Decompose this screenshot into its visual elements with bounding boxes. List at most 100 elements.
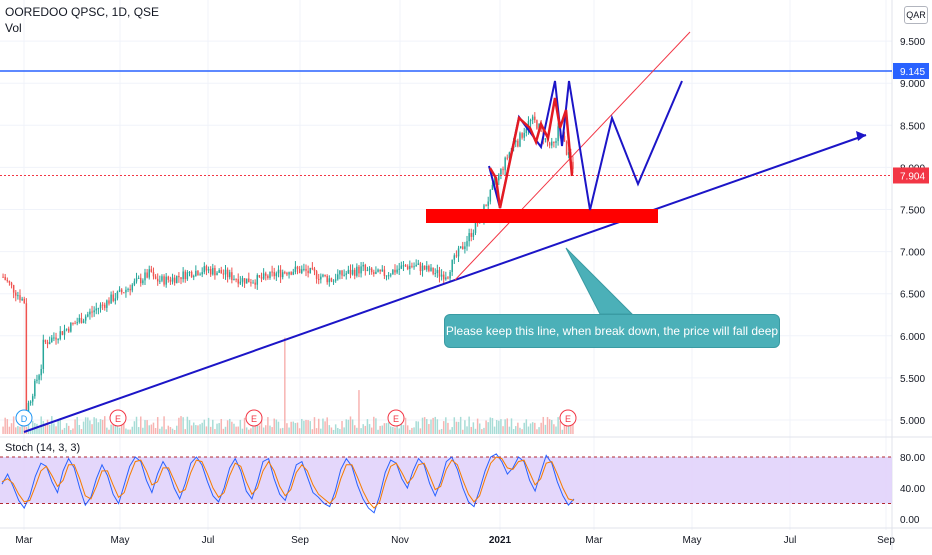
- candle-body: [398, 268, 400, 270]
- candle-body: [15, 292, 17, 296]
- volume-bar: [301, 418, 303, 434]
- volume-bar: [36, 423, 38, 434]
- candle-body: [254, 282, 256, 285]
- candle-body: [214, 267, 216, 276]
- candle-body: [330, 278, 333, 282]
- candle-body: [551, 141, 553, 146]
- currency-badge[interactable]: QAR: [904, 6, 928, 24]
- candle-body: [349, 269, 352, 275]
- volume-bar: [220, 418, 223, 434]
- volume-bar: [29, 428, 32, 434]
- volume-bar: [298, 428, 301, 434]
- volume-bar: [27, 420, 30, 434]
- volume-bar: [489, 417, 492, 434]
- candle-body: [428, 265, 430, 271]
- candle-body: [390, 274, 392, 276]
- candle-body: [377, 269, 379, 272]
- volume-bar: [313, 417, 316, 434]
- candle-body: [67, 328, 70, 332]
- volume-bar: [186, 416, 189, 434]
- candle-body: [61, 331, 64, 335]
- candle-body: [279, 269, 282, 278]
- volume-bar: [309, 421, 311, 434]
- candle-body: [218, 270, 220, 273]
- symbol-title: OOREDOO QPSC, 1D, QSE: [5, 5, 160, 19]
- candle-body: [394, 269, 396, 273]
- candle-body: [154, 276, 157, 279]
- volume-bar: [19, 426, 21, 434]
- candle-body: [466, 241, 468, 247]
- volume-bar: [250, 428, 252, 434]
- candle-body: [500, 168, 502, 175]
- volume-bar: [296, 422, 299, 434]
- candle-body: [2, 276, 4, 278]
- candle-body: [286, 272, 288, 275]
- volume-bar: [178, 417, 180, 434]
- volume-bar: [351, 419, 354, 434]
- volume-bar: [455, 421, 458, 434]
- candle-body: [167, 276, 170, 280]
- candle-body: [129, 288, 131, 291]
- volume-bar: [286, 423, 288, 434]
- volume-bar: [129, 429, 131, 434]
- volume-bar: [572, 416, 574, 434]
- volume-bar: [373, 416, 375, 434]
- candle-body: [404, 265, 407, 267]
- volume-bar: [567, 419, 570, 434]
- volume-bar: [542, 416, 545, 434]
- stoch-indicator-title[interactable]: Stoch (14, 3, 3): [5, 442, 81, 454]
- event-marker-label: E: [251, 414, 257, 424]
- volume-bar: [428, 424, 430, 434]
- volume-bar: [226, 420, 229, 434]
- candle-body: [235, 278, 237, 280]
- volume-bar: [78, 424, 81, 434]
- candle-body: [99, 304, 102, 309]
- volume-bar: [493, 426, 496, 434]
- volume-bar: [142, 427, 144, 434]
- candle-body: [224, 269, 227, 275]
- dividend-marker: [15, 409, 33, 427]
- volume-bar: [125, 428, 127, 434]
- volume-bar: [375, 418, 377, 434]
- volume-bar: [114, 424, 117, 434]
- candle-body: [150, 269, 153, 272]
- candle-body: [440, 274, 443, 277]
- trendline-channel: [454, 31, 691, 281]
- candle-body: [95, 308, 98, 311]
- candle-body: [231, 272, 233, 280]
- volume-bar: [80, 429, 83, 434]
- price-axis-label: 7.000: [900, 248, 925, 259]
- stoch-axis-label: 40.00: [900, 484, 925, 495]
- volume-bar: [423, 417, 426, 434]
- candle-body: [303, 268, 305, 270]
- candle-body: [317, 278, 320, 280]
- volume-bar: [214, 429, 216, 434]
- time-axis-label: Nov: [391, 535, 409, 546]
- volume-bar: [438, 429, 441, 434]
- candle-body: [504, 157, 506, 171]
- time-axis-label: Jul: [202, 535, 215, 546]
- event-marker-label: E: [393, 414, 399, 424]
- volume-bar: [110, 424, 112, 434]
- volume-bar: [464, 420, 466, 434]
- candle-body: [84, 316, 87, 321]
- candle-body: [442, 274, 445, 280]
- volume-bar: [265, 425, 267, 434]
- volume-bar: [199, 424, 201, 434]
- time-axis-label: Sep: [291, 535, 309, 546]
- candle-body: [322, 274, 324, 277]
- candle-body: [72, 322, 74, 324]
- candle-body: [78, 318, 81, 323]
- candle-body: [203, 266, 206, 273]
- volume-bar: [445, 417, 447, 434]
- candle-body: [120, 289, 123, 293]
- candle-body: [472, 232, 475, 237]
- candle-body: [419, 263, 422, 272]
- candle-body: [57, 339, 59, 341]
- annotation-callout[interactable]: Please keep this line, when break down, …: [444, 314, 780, 348]
- volume-bar: [409, 429, 411, 434]
- volume-bar: [84, 417, 87, 434]
- candle-body: [364, 264, 367, 271]
